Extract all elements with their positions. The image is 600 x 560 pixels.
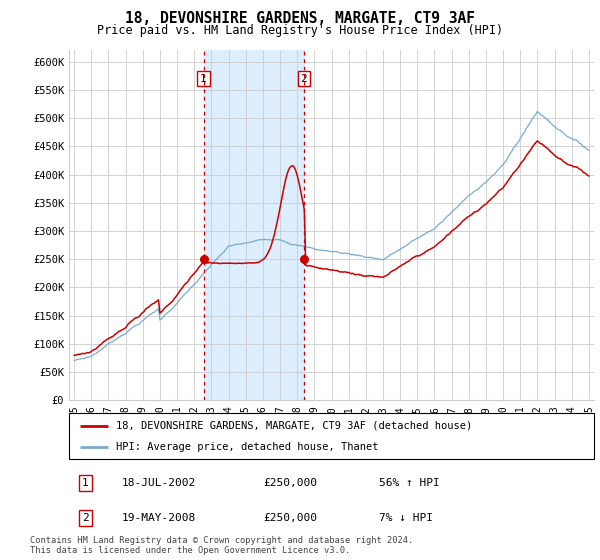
Text: 18-JUL-2002: 18-JUL-2002 [121, 478, 196, 488]
Text: 18, DEVONSHIRE GARDENS, MARGATE, CT9 3AF (detached house): 18, DEVONSHIRE GARDENS, MARGATE, CT9 3AF… [116, 421, 473, 431]
Text: 2: 2 [301, 73, 307, 83]
Text: This data is licensed under the Open Government Licence v3.0.: This data is licensed under the Open Gov… [30, 547, 350, 556]
Text: 1: 1 [200, 73, 207, 83]
Text: 2: 2 [82, 513, 89, 522]
FancyBboxPatch shape [69, 413, 594, 459]
Text: 19-MAY-2008: 19-MAY-2008 [121, 513, 196, 522]
Text: Price paid vs. HM Land Registry's House Price Index (HPI): Price paid vs. HM Land Registry's House … [97, 24, 503, 36]
Text: £250,000: £250,000 [263, 513, 317, 522]
Text: HPI: Average price, detached house, Thanet: HPI: Average price, detached house, Than… [116, 442, 379, 452]
Text: 18, DEVONSHIRE GARDENS, MARGATE, CT9 3AF: 18, DEVONSHIRE GARDENS, MARGATE, CT9 3AF [125, 11, 475, 26]
Text: £250,000: £250,000 [263, 478, 317, 488]
Text: 56% ↑ HPI: 56% ↑ HPI [379, 478, 439, 488]
Text: Contains HM Land Registry data © Crown copyright and database right 2024.: Contains HM Land Registry data © Crown c… [30, 536, 413, 545]
Text: 7% ↓ HPI: 7% ↓ HPI [379, 513, 433, 522]
Text: 1: 1 [82, 478, 89, 488]
Bar [203, 50, 304, 400]
